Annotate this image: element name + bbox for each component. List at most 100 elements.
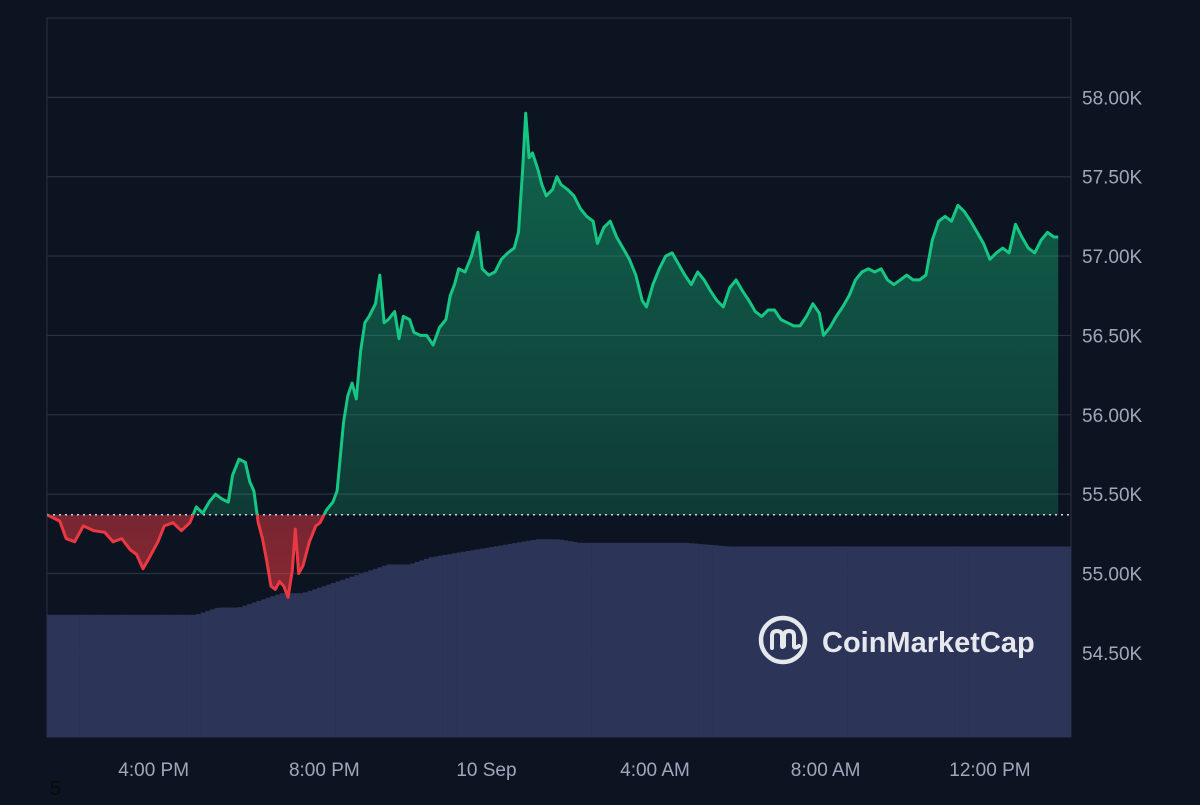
- price-point: [319, 522, 321, 524]
- price-point: [609, 220, 611, 222]
- price-point: [432, 344, 434, 346]
- volume-bar: [949, 546, 955, 737]
- y-tick-label: 57.50K: [1082, 168, 1143, 189]
- price-point: [628, 258, 630, 260]
- volume-bar: [749, 546, 755, 737]
- volume-bar: [856, 546, 862, 737]
- price-point: [925, 274, 927, 276]
- volume-bar: [186, 614, 192, 737]
- price-point: [1014, 223, 1016, 225]
- volume-bar: [963, 546, 969, 737]
- price-point: [291, 569, 293, 571]
- price-point: [287, 596, 289, 598]
- volume-bar: [382, 565, 388, 737]
- y-tick-label: 56.50K: [1082, 326, 1143, 347]
- volume-bar: [540, 539, 546, 737]
- volume-bar: [289, 593, 294, 737]
- price-point: [989, 258, 991, 260]
- volume-bar: [731, 546, 737, 737]
- volume-bar: [875, 546, 881, 737]
- price-point: [754, 310, 756, 312]
- volume-bar: [433, 556, 439, 737]
- volume-bar: [633, 542, 639, 737]
- volume-bar: [154, 614, 160, 737]
- volume-bar: [908, 546, 914, 737]
- x-tick-label: 12:00 PM: [949, 760, 1030, 781]
- volume-bar: [740, 546, 746, 737]
- price-point: [596, 242, 598, 244]
- volume-bar: [293, 593, 299, 737]
- volume-bar: [316, 587, 322, 737]
- price-point: [709, 290, 711, 292]
- price-point: [545, 195, 547, 197]
- volume-bar: [884, 546, 890, 737]
- volume-bar: [675, 542, 681, 737]
- coinmarketcap-logo-icon: [758, 615, 808, 665]
- volume-bar: [647, 542, 653, 737]
- y-tick-label: 54.50K: [1082, 644, 1143, 665]
- price-point: [261, 537, 263, 539]
- volume-bar: [447, 554, 453, 737]
- volume-bar: [391, 564, 397, 737]
- volume-bar: [810, 546, 816, 737]
- price-point: [560, 183, 562, 185]
- price-point: [248, 480, 250, 482]
- volume-bar: [372, 568, 378, 737]
- price-point: [938, 220, 940, 222]
- price-point: [1040, 239, 1042, 241]
- volume-bar: [526, 540, 532, 737]
- volume-bar: [996, 546, 1002, 737]
- price-point: [635, 274, 637, 276]
- watermark-text: CoinMarketCap: [822, 627, 1035, 659]
- volume-bar: [377, 567, 383, 737]
- volume-bar: [326, 584, 332, 737]
- volume-bar: [600, 542, 606, 737]
- price-point: [735, 279, 737, 281]
- volume-bar: [200, 612, 206, 737]
- volume-bar: [414, 561, 420, 737]
- volume-bar: [577, 542, 583, 737]
- volume-bar: [959, 546, 965, 737]
- volume-bar: [98, 614, 104, 737]
- price-point: [767, 309, 769, 311]
- x-axis-labels: 4:00 PM 8:00 PM 10 Sep 4:00 AM 8:00 AM 12:00 …: [118, 760, 1030, 781]
- volume-bar: [270, 596, 276, 737]
- price-point: [351, 382, 353, 384]
- price-point: [214, 493, 216, 495]
- price-point: [517, 231, 519, 233]
- price-point: [347, 395, 349, 397]
- volume-bar: [549, 539, 555, 737]
- volume-bar: [982, 546, 988, 737]
- volume-bar: [917, 546, 923, 737]
- price-point: [536, 168, 538, 170]
- volume-bar: [903, 546, 909, 737]
- y-tick-label: 55.00K: [1082, 565, 1143, 586]
- volume-bar: [638, 542, 644, 737]
- volume-bar: [84, 614, 90, 737]
- price-point: [231, 474, 233, 476]
- price-point: [854, 279, 856, 281]
- volume-bar: [912, 546, 918, 737]
- price-point: [487, 274, 489, 276]
- volume-bar: [828, 546, 834, 737]
- volume-bar: [47, 614, 52, 737]
- volume-bar: [642, 542, 648, 737]
- volume-bar: [940, 546, 946, 737]
- price-point: [163, 525, 165, 527]
- volume-bar: [689, 543, 695, 737]
- price-point: [244, 461, 246, 463]
- volume-bar: [126, 614, 132, 737]
- volume-bar: [65, 614, 71, 737]
- price-point: [470, 255, 472, 257]
- volume-bar: [456, 552, 462, 737]
- volume-bar: [773, 546, 779, 737]
- volume-bar: [745, 546, 751, 737]
- volume-bar: [349, 576, 355, 737]
- y-tick-label: 57.00K: [1082, 247, 1143, 268]
- volume-bar: [945, 546, 951, 737]
- price-point: [728, 287, 730, 289]
- volume-bar: [596, 542, 602, 737]
- volume-bar: [158, 614, 164, 737]
